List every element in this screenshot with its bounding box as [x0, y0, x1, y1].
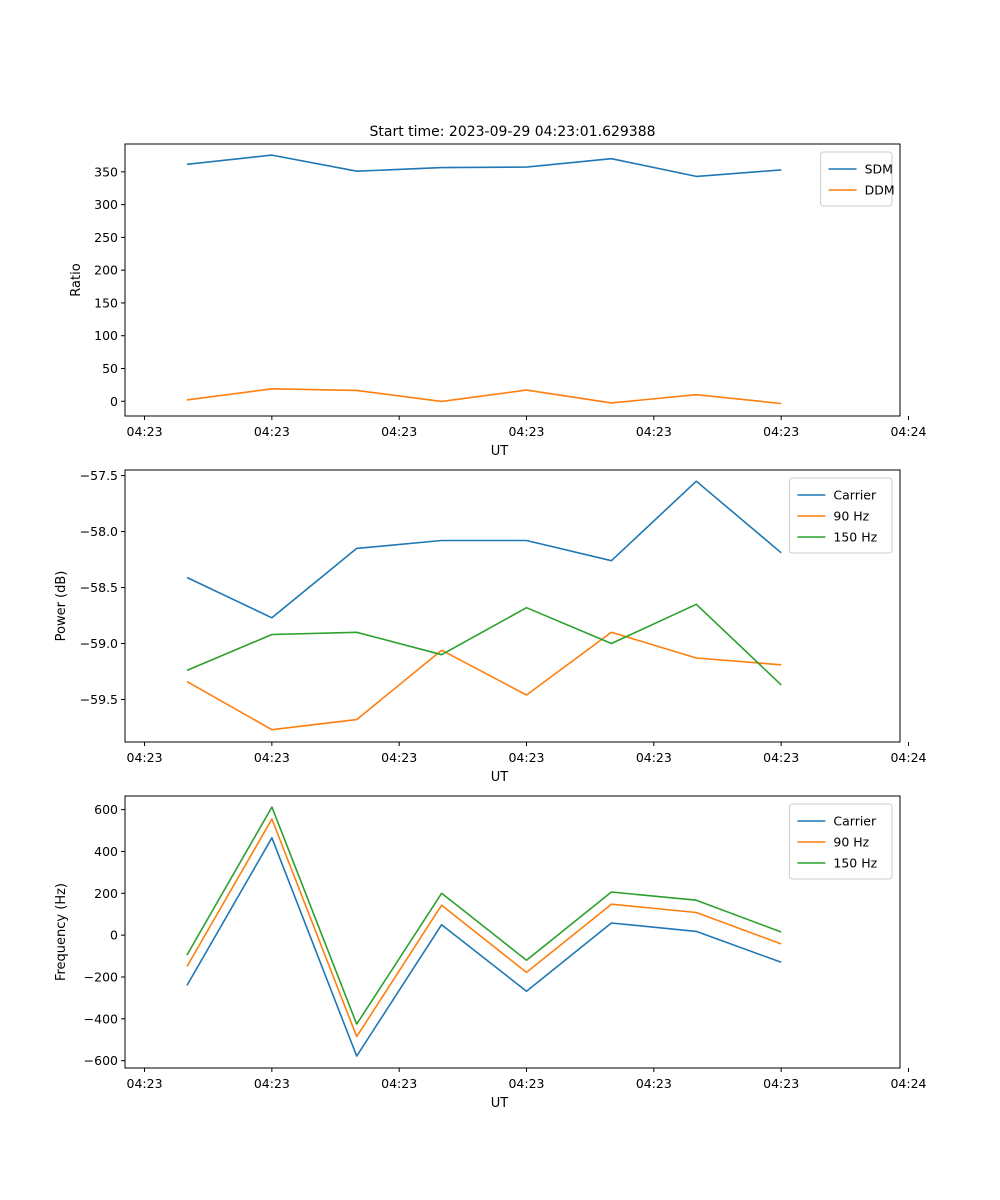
ratio-y-tick-label: 350	[94, 164, 118, 179]
ratio-y-tick-label: 250	[94, 230, 118, 245]
frequency-legend-box	[788, 803, 893, 880]
power-axes-frame	[124, 469, 901, 743]
power-y-tick-label: −57.5	[80, 468, 118, 483]
ratio-legend-label: SDM	[865, 162, 893, 177]
frequency-y-tick-label: 600	[94, 802, 118, 817]
frequency-y-tick-label: −600	[84, 1053, 118, 1068]
frequency-x-axis-label: UT	[491, 1096, 509, 1111]
ratio-x-tick-label: 04:23	[381, 424, 417, 439]
ratio-x-tick-label: 04:23	[636, 424, 672, 439]
power-y-tick-label: −58.0	[80, 524, 118, 539]
power-legend: Carrier 90 Hz 150 Hz	[788, 477, 893, 554]
frequency-y-axis-label: Frequency (Hz)	[54, 883, 69, 981]
frequency-legend-label: 90 Hz	[833, 835, 869, 850]
frequency-x-tick-label: 04:23	[127, 1076, 163, 1091]
power-x-tick-label: 04:23	[763, 750, 799, 765]
power-legend-box	[788, 477, 893, 554]
ratio-y-tick-label: 0	[110, 394, 118, 409]
frequency-x-tick-label: 04:23	[381, 1076, 417, 1091]
frequency-series-carrier	[186, 836, 782, 1057]
ratio-x-axis-label: UT	[491, 444, 509, 459]
frequency-series-90-hz	[186, 818, 782, 1038]
ratio-y-tick-label: 100	[94, 328, 118, 343]
power-y-tick-label: −59.5	[80, 692, 118, 707]
power-subplot: −59.5 −59.0 −58.5 −58.0 −57.5 04:23 04:23 04:23…	[54, 468, 927, 785]
ratio-y-tick-label: 200	[94, 263, 118, 278]
frequency-x-tick-label: 04:24	[890, 1076, 926, 1091]
frequency-legend: Carrier 90 Hz 150 Hz	[788, 803, 893, 880]
ratio-x-tick-label: 04:23	[254, 424, 290, 439]
frequency-axes-frame	[124, 795, 901, 1069]
ratio-axes-frame	[124, 143, 901, 417]
frequency-y-tick-label: −400	[84, 1011, 118, 1026]
ratio-series-ddm	[186, 387, 782, 405]
power-y-tick-label: −59.0	[80, 636, 118, 651]
power-legend-label: Carrier	[833, 488, 877, 503]
frequency-x-tick-label: 04:23	[763, 1076, 799, 1091]
frequency-x-tick-label: 04:23	[508, 1076, 544, 1091]
frequency-legend-label: Carrier	[833, 814, 877, 829]
ratio-y-tick-label: 50	[102, 361, 118, 376]
frequency-y-tick-label: 200	[94, 886, 118, 901]
power-y-axis-label: Power (dB)	[54, 571, 69, 642]
ratio-y-axis-label: Ratio	[69, 263, 84, 296]
power-legend-label: 90 Hz	[833, 509, 869, 524]
power-x-tick-label: 04:23	[254, 750, 290, 765]
power-x-tick-label: 04:23	[508, 750, 544, 765]
power-x-tick-label: 04:23	[127, 750, 163, 765]
power-x-tick-label: 04:23	[636, 750, 672, 765]
ratio-series-sdm	[186, 154, 782, 178]
frequency-y-tick-label: −200	[84, 969, 118, 984]
frequency-series-150-hz	[186, 806, 782, 1025]
power-x-tick-label: 04:23	[381, 750, 417, 765]
frequency-subplot: −600 −400 −200 0 200 400 600 04:23 04:23 04:23 04:…	[54, 795, 927, 1111]
ratio-legend: SDM DDM	[820, 151, 895, 207]
power-series-90-hz	[186, 631, 782, 731]
ratio-y-tick-label: 150	[94, 295, 118, 310]
ratio-legend-label: DDM	[865, 183, 895, 198]
frequency-y-tick-label: 0	[110, 928, 118, 943]
frequency-x-tick-label: 04:23	[636, 1076, 672, 1091]
ratio-x-tick-label: 04:23	[127, 424, 163, 439]
power-series-150-hz	[186, 603, 782, 686]
power-series-carrier	[186, 480, 782, 619]
ratio-subplot: 0 50 100 150 200 250 300 350 04:23 04:23 04:23 04:2…	[69, 143, 927, 459]
figure-title: Start time: 2023-09-29 04:23:01.629388	[369, 124, 655, 140]
ratio-x-tick-label: 04:24	[890, 424, 926, 439]
ratio-y-tick-label: 300	[94, 197, 118, 212]
frequency-legend-label: 150 Hz	[833, 856, 877, 871]
ratio-legend-box	[820, 151, 893, 207]
frequency-x-tick-label: 04:23	[254, 1076, 290, 1091]
ratio-x-tick-label: 04:23	[508, 424, 544, 439]
power-legend-label: 150 Hz	[833, 530, 877, 545]
power-y-tick-label: −58.5	[80, 580, 118, 595]
power-x-axis-label: UT	[491, 770, 509, 785]
power-x-tick-label: 04:24	[890, 750, 926, 765]
ratio-x-tick-label: 04:23	[763, 424, 799, 439]
frequency-y-tick-label: 400	[94, 844, 118, 859]
